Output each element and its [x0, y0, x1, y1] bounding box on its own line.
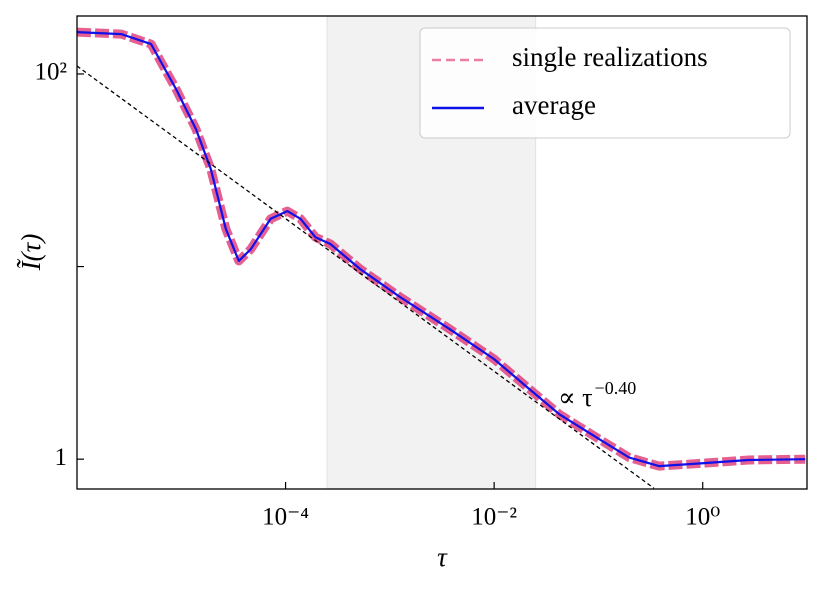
- legend-box: [419, 27, 791, 139]
- legend-label: single realizations: [512, 42, 708, 72]
- x-tick-label: 10⁰: [685, 504, 720, 531]
- annotation-text: ∝ τ: [558, 383, 593, 412]
- legend-label: average: [512, 90, 596, 120]
- y-tick-label: 1: [55, 444, 68, 471]
- y-tick-label: 10²: [35, 59, 68, 86]
- x-axis-label: τ: [437, 542, 448, 572]
- plot-frame: [76, 15, 808, 490]
- y-axis-label: Ĩ(τ): [16, 234, 46, 272]
- plot-lines: [77, 27, 806, 489]
- annotation: ∝ τ −0.40: [558, 378, 636, 412]
- annotation-exponent: −0.40: [595, 378, 637, 398]
- series-line: [77, 31, 806, 468]
- x-tick-label: 10⁻⁴: [262, 504, 309, 531]
- x-tick-label: 10⁻²: [471, 504, 517, 531]
- fit-line: [77, 65, 655, 489]
